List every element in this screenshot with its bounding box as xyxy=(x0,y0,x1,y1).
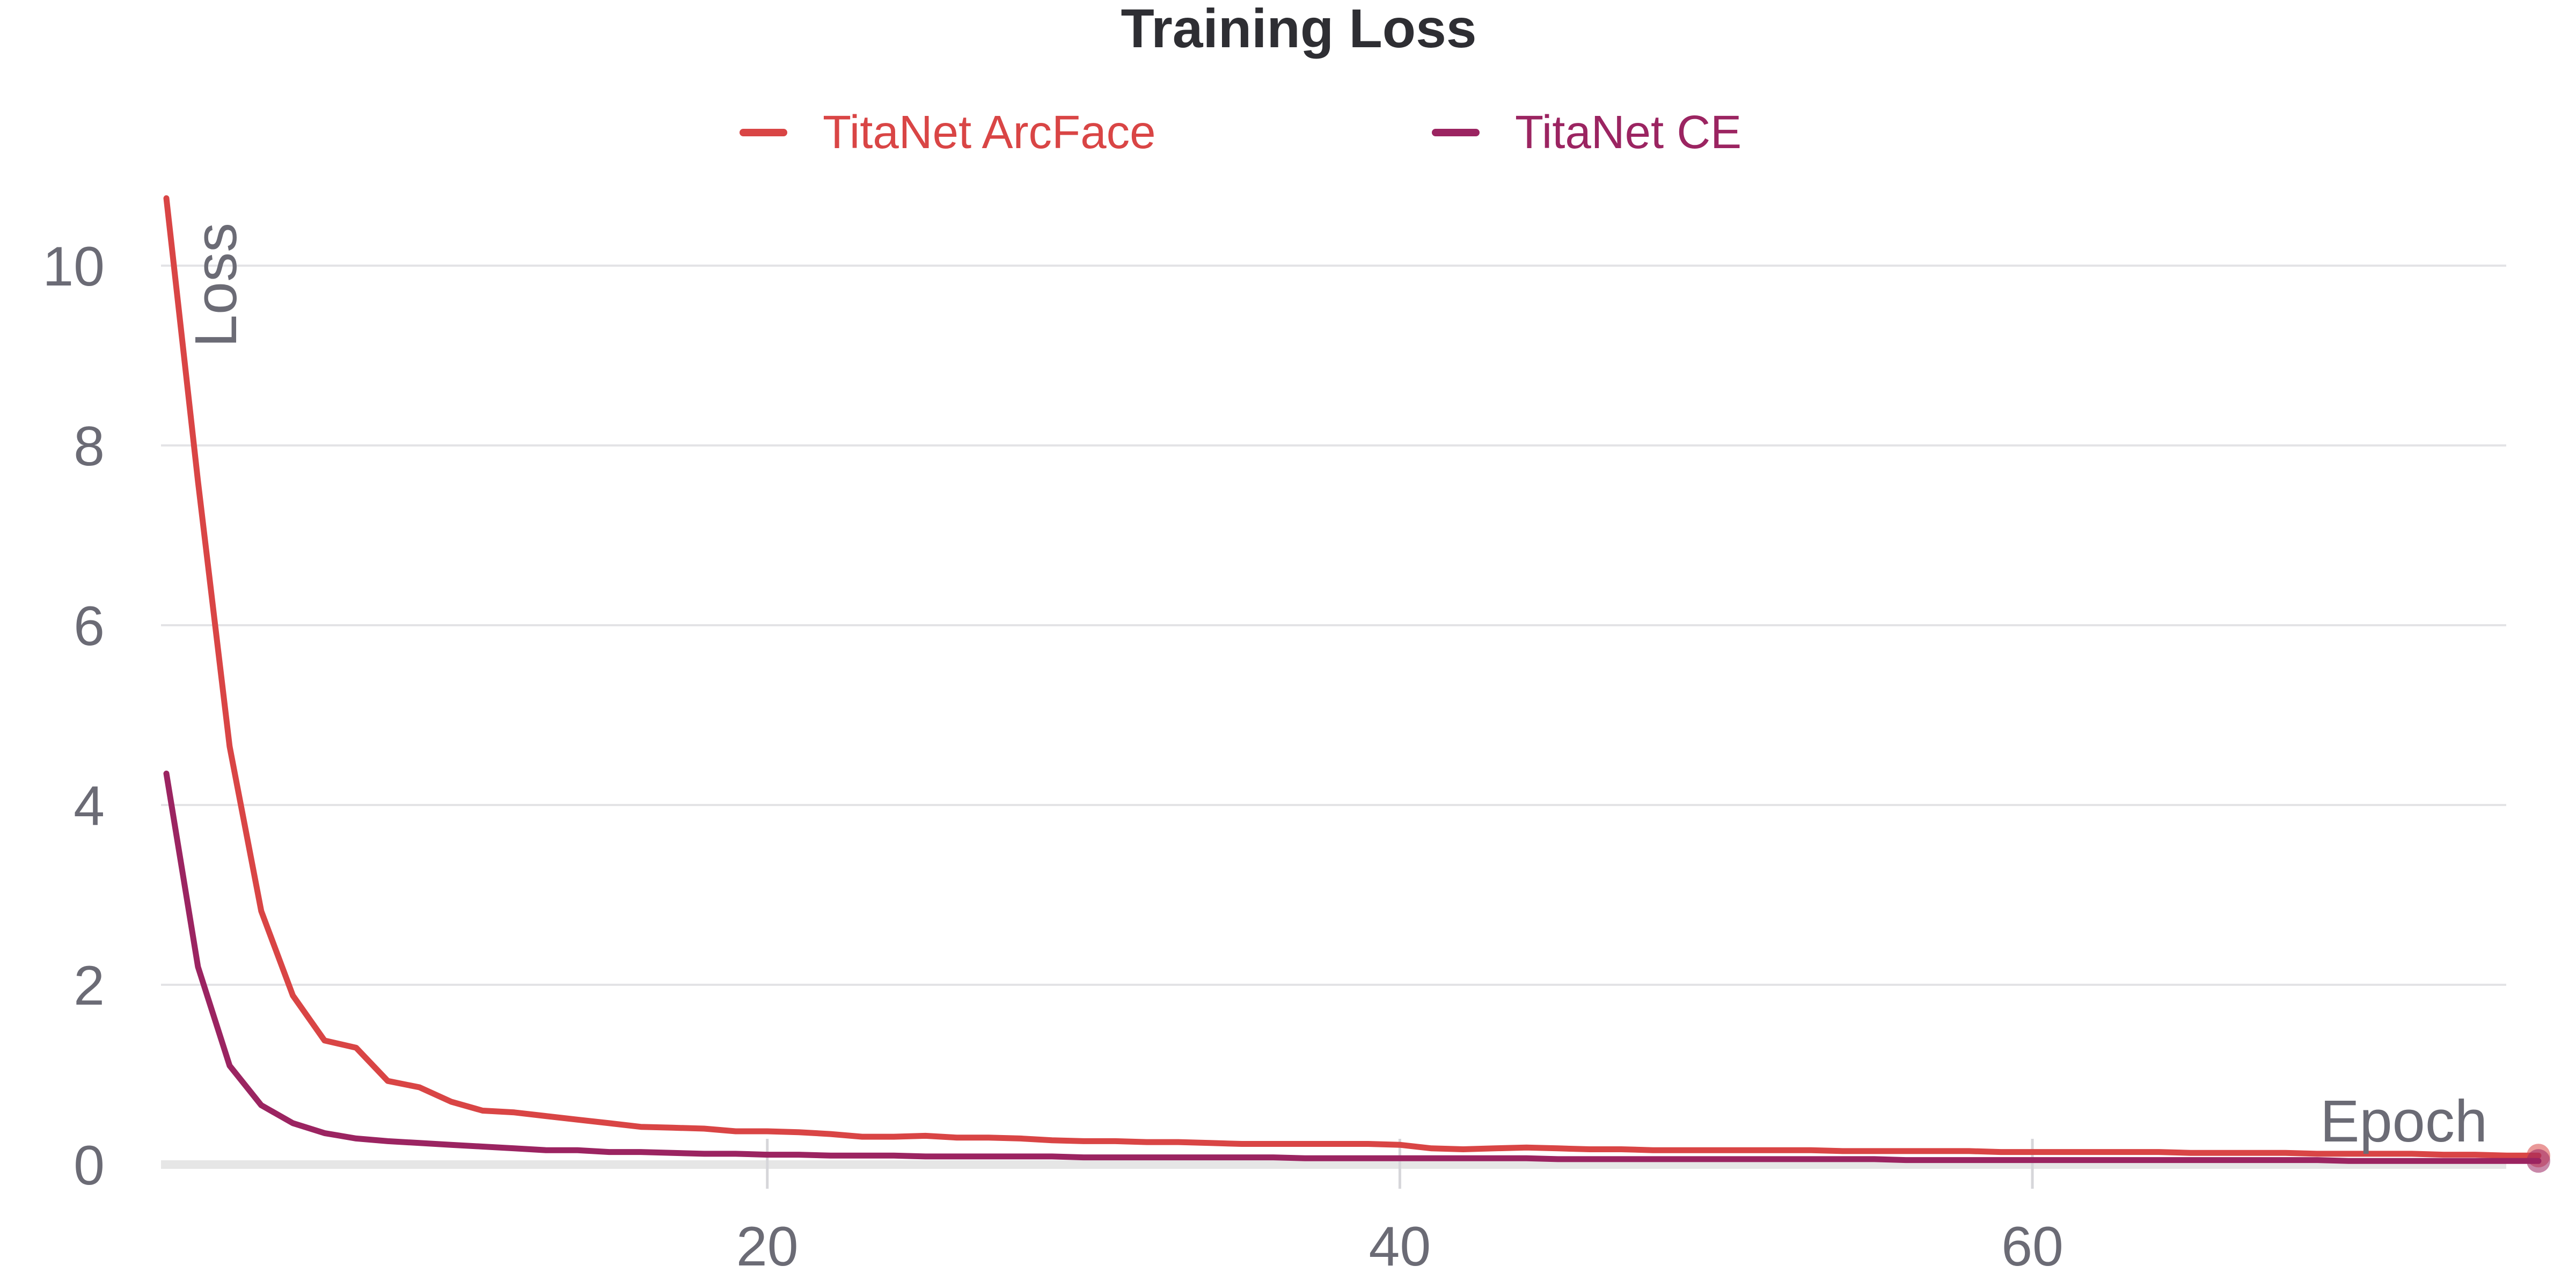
x-tick-label: 20 xyxy=(736,1216,799,1278)
x-axis-ticks: 20 40 60 xyxy=(736,1139,2063,1278)
x-axis-label: Epoch xyxy=(2320,1088,2487,1154)
y-tick-label: 6 xyxy=(74,595,105,657)
chart-title: Training Loss xyxy=(1121,0,1476,59)
x-tick-label: 40 xyxy=(1369,1216,1431,1278)
y-axis-label: Loss xyxy=(183,223,249,347)
legend-label: TitaNet CE xyxy=(1515,106,1741,158)
gridlines xyxy=(161,265,2506,1169)
y-tick-label: 4 xyxy=(74,775,105,837)
y-tick-label: 0 xyxy=(74,1135,105,1197)
y-tick-label: 8 xyxy=(74,415,105,478)
series-end-marker xyxy=(2527,1149,2550,1173)
x-tick-label: 60 xyxy=(2001,1216,2063,1278)
series-line-1 xyxy=(163,195,2542,1159)
chart-legend: TitaNet ArcFace TitaNet CE xyxy=(740,106,1741,158)
y-axis-ticks: 0 2 4 6 8 10 xyxy=(42,236,105,1197)
legend-label: TitaNet ArcFace xyxy=(823,106,1155,158)
series-line-2 xyxy=(163,770,2542,1164)
series-lines xyxy=(163,195,2550,1173)
y-tick-label: 2 xyxy=(74,955,105,1017)
y-tick-label: 10 xyxy=(42,236,105,298)
